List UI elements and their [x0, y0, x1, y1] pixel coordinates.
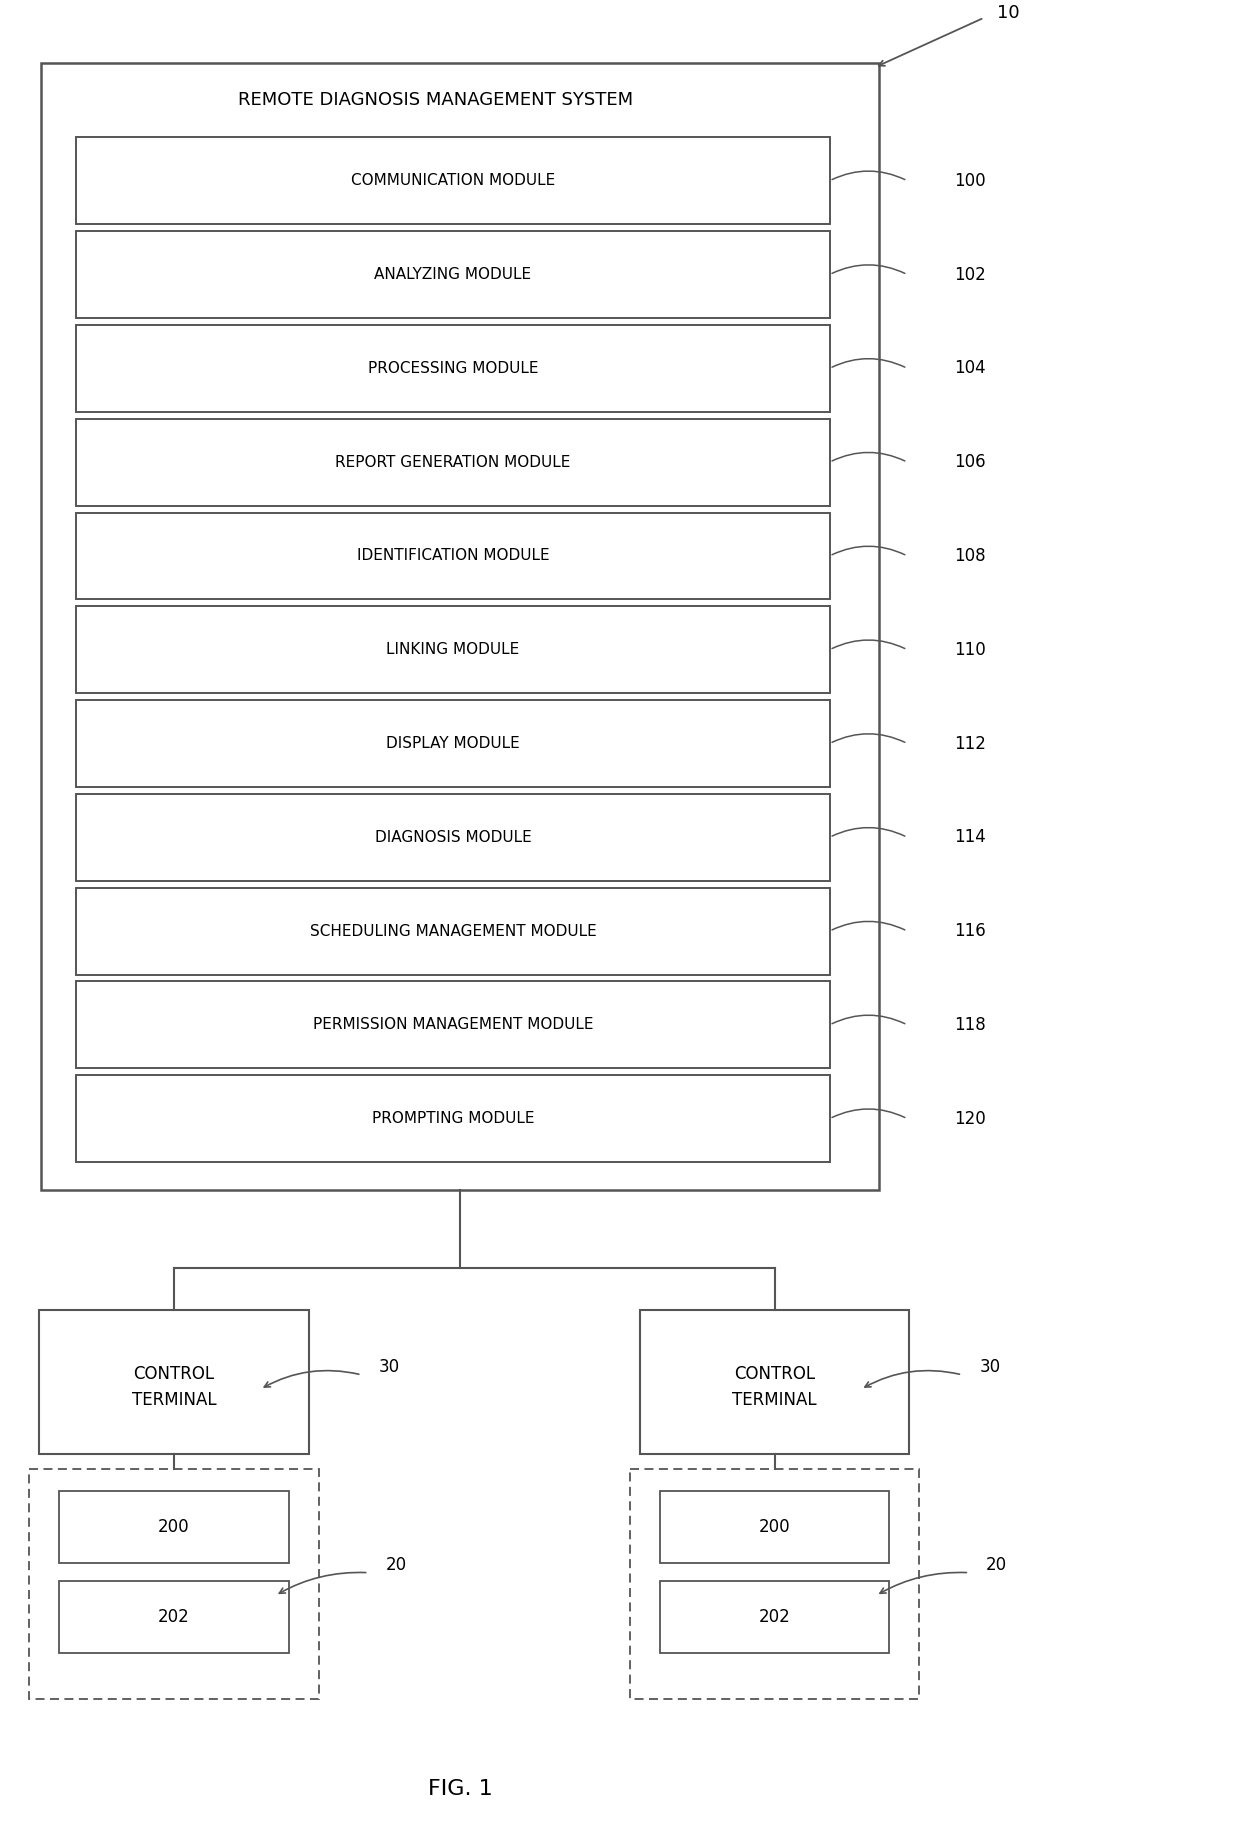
- Bar: [76, 982, 830, 1068]
- Text: 200: 200: [759, 1518, 790, 1537]
- Text: 202: 202: [159, 1608, 190, 1626]
- Text: SCHEDULING MANAGEMENT MODULE: SCHEDULING MANAGEMENT MODULE: [310, 923, 596, 938]
- Text: TERMINAL: TERMINAL: [131, 1391, 216, 1409]
- Bar: [76, 232, 830, 318]
- Bar: [60, 1580, 289, 1653]
- Text: DISPLAY MODULE: DISPLAY MODULE: [386, 735, 520, 752]
- Bar: [40, 1310, 309, 1455]
- Bar: [76, 137, 830, 224]
- Text: DIAGNOSIS MODULE: DIAGNOSIS MODULE: [374, 830, 531, 845]
- Text: 102: 102: [955, 266, 986, 283]
- Text: ANALYZING MODULE: ANALYZING MODULE: [374, 266, 532, 283]
- Text: 116: 116: [955, 922, 986, 940]
- Text: 30: 30: [378, 1358, 399, 1376]
- Bar: [660, 1580, 889, 1653]
- Bar: [30, 1469, 319, 1699]
- Text: 106: 106: [955, 453, 986, 471]
- Text: CONTROL: CONTROL: [734, 1365, 815, 1383]
- Text: PROCESSING MODULE: PROCESSING MODULE: [367, 361, 538, 376]
- Bar: [660, 1491, 889, 1564]
- Text: COMMUNICATION MODULE: COMMUNICATION MODULE: [351, 173, 556, 188]
- Text: PROMPTING MODULE: PROMPTING MODULE: [372, 1111, 534, 1126]
- Text: 108: 108: [955, 548, 986, 566]
- Bar: [640, 1310, 909, 1455]
- Bar: [76, 1075, 830, 1163]
- Text: 112: 112: [955, 734, 986, 752]
- Text: IDENTIFICATION MODULE: IDENTIFICATION MODULE: [357, 549, 549, 564]
- Text: REPORT GENERATION MODULE: REPORT GENERATION MODULE: [335, 454, 570, 469]
- Text: 20: 20: [386, 1555, 407, 1573]
- Text: 104: 104: [955, 360, 986, 378]
- Bar: [630, 1469, 919, 1699]
- Bar: [76, 418, 830, 506]
- Bar: [60, 1491, 289, 1564]
- Text: 30: 30: [980, 1358, 1001, 1376]
- Text: 114: 114: [955, 829, 986, 847]
- Text: 100: 100: [955, 172, 986, 190]
- Text: 10: 10: [997, 4, 1019, 22]
- Bar: [41, 62, 879, 1190]
- Bar: [76, 606, 830, 694]
- Text: 20: 20: [986, 1555, 1007, 1573]
- Bar: [76, 325, 830, 412]
- Text: TERMINAL: TERMINAL: [733, 1391, 817, 1409]
- Text: 110: 110: [955, 641, 986, 659]
- Text: REMOTE DIAGNOSIS MANAGEMENT SYSTEM: REMOTE DIAGNOSIS MANAGEMENT SYSTEM: [238, 91, 632, 109]
- Text: FIG. 1: FIG. 1: [428, 1779, 492, 1799]
- Text: 118: 118: [955, 1017, 986, 1035]
- Text: 200: 200: [159, 1518, 190, 1537]
- Text: CONTROL: CONTROL: [134, 1365, 215, 1383]
- Text: LINKING MODULE: LINKING MODULE: [386, 642, 520, 657]
- Text: 120: 120: [955, 1110, 986, 1128]
- Bar: [76, 513, 830, 599]
- Text: 202: 202: [759, 1608, 791, 1626]
- Bar: [76, 794, 830, 881]
- Bar: [76, 887, 830, 975]
- Bar: [76, 701, 830, 787]
- Text: PERMISSION MANAGEMENT MODULE: PERMISSION MANAGEMENT MODULE: [312, 1017, 593, 1033]
